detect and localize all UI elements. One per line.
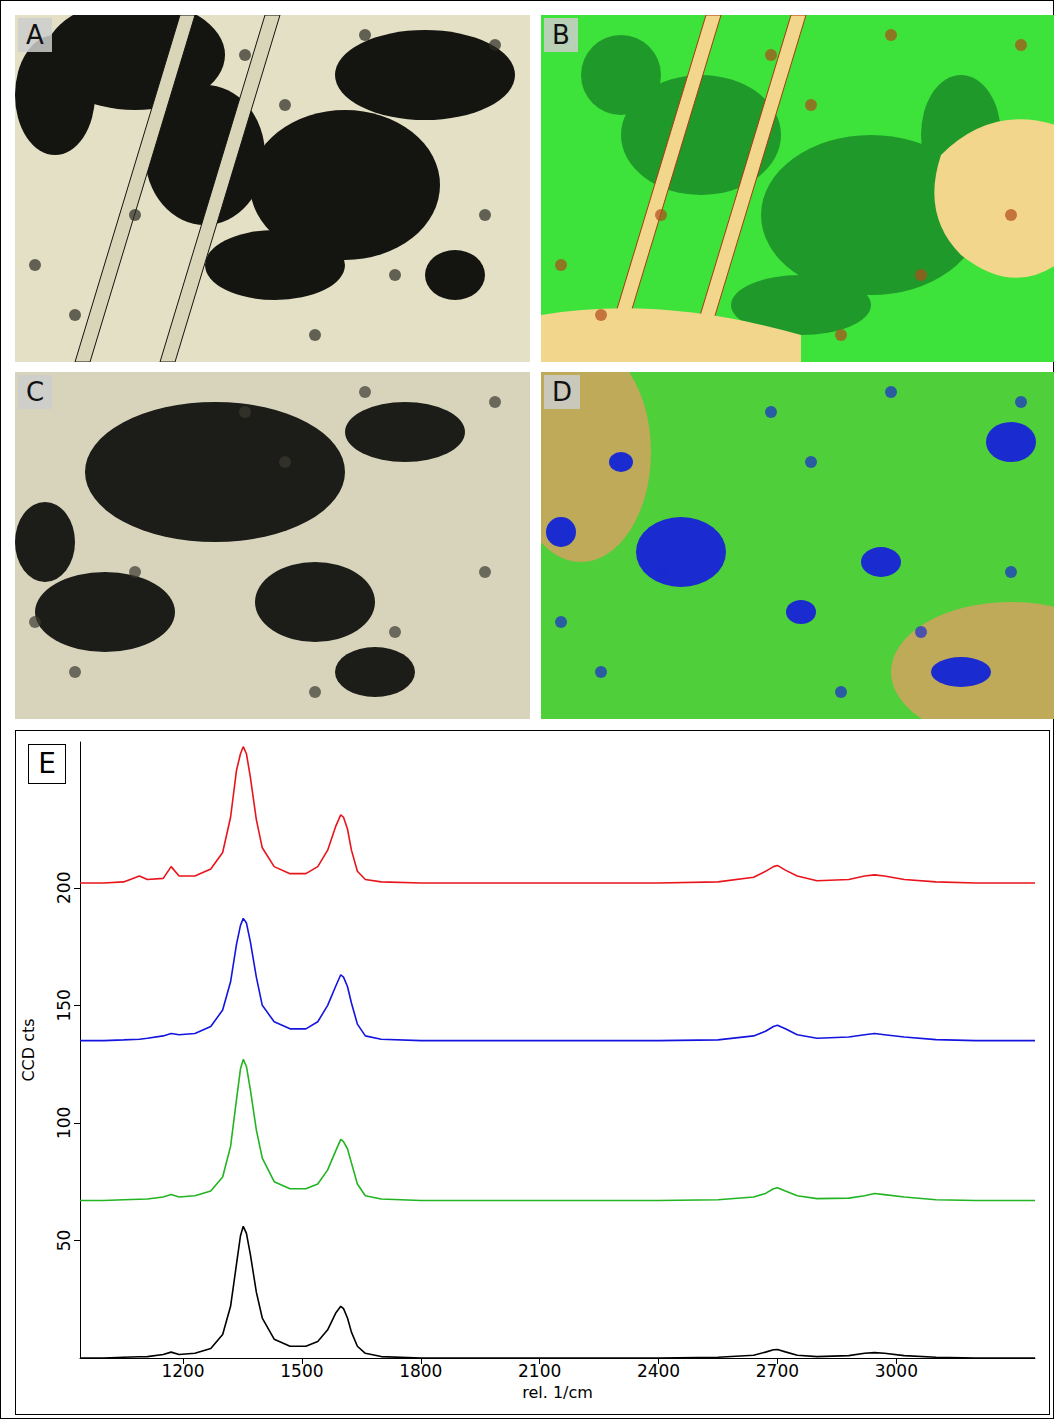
html-text:D: D xyxy=(552,377,572,407)
svg-text:3000: 3000 xyxy=(875,1361,918,1381)
svg-text:2400: 2400 xyxy=(637,1361,680,1381)
svg-text:1500: 1500 xyxy=(280,1361,323,1381)
svg-text:2700: 2700 xyxy=(756,1361,799,1381)
svg-text:200: 200 xyxy=(54,872,74,904)
svg-text:150: 150 xyxy=(54,989,74,1021)
svg-text:1200: 1200 xyxy=(161,1361,204,1381)
html-text:B: B xyxy=(552,20,570,50)
svg-text:1800: 1800 xyxy=(399,1361,442,1381)
svg-text:rel. 1/cm: rel. 1/cm xyxy=(522,1383,593,1402)
svg-text:CCD cts: CCD cts xyxy=(19,1018,38,1081)
html-text:E: E xyxy=(38,747,56,780)
html-text:A: A xyxy=(26,20,44,50)
svg-text:100: 100 xyxy=(54,1107,74,1139)
html-text:C: C xyxy=(26,377,45,407)
svg-text:2100: 2100 xyxy=(518,1361,561,1381)
svg-text:50: 50 xyxy=(54,1230,74,1252)
